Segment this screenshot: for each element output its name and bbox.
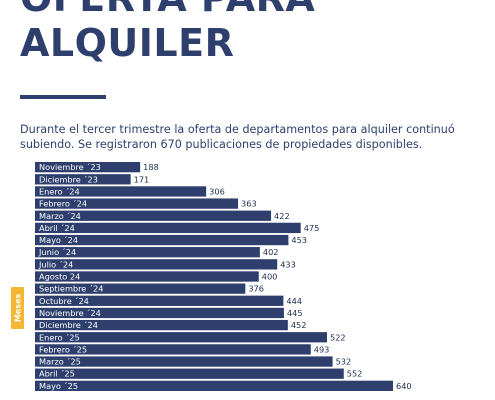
bar <box>35 186 207 197</box>
category-label: Marzo ´25 <box>39 357 81 367</box>
intro-paragraph: Durante el tercer trimestre la oferta de… <box>20 122 495 152</box>
category-label: Diciembre ´23 <box>39 174 98 184</box>
category-label: Septiembre ´24 <box>39 284 103 294</box>
bar <box>35 283 246 294</box>
data-label: 433 <box>280 259 296 269</box>
data-label: 640 <box>396 381 412 391</box>
bar <box>35 380 393 391</box>
bar <box>35 368 344 379</box>
bar <box>35 356 333 367</box>
category-label: Noviembre ´23 <box>39 162 101 172</box>
category-label: Octubre ´24 <box>39 296 89 306</box>
data-label: 422 <box>274 211 290 221</box>
data-label: 532 <box>336 357 352 367</box>
data-label: 171 <box>134 174 150 184</box>
data-label: 493 <box>314 344 330 354</box>
data-label: 402 <box>263 247 279 257</box>
page-title: OFERTA PARA ALQUILER <box>20 0 315 65</box>
category-label: Abril ´24 <box>39 223 75 233</box>
data-label: 363 <box>241 199 257 209</box>
category-label: Diciembre ´24 <box>39 320 98 330</box>
bar <box>35 247 260 258</box>
category-label: Marzo ´24 <box>39 211 81 221</box>
bar <box>35 319 288 331</box>
category-label: Agosto 24 <box>39 272 80 282</box>
bar <box>35 234 289 246</box>
data-label: 376 <box>248 284 264 294</box>
category-label: Abril ´25 <box>39 369 75 379</box>
data-label: 453 <box>291 235 307 245</box>
category-label: Mayo ´25 <box>39 381 78 391</box>
title-divider <box>20 95 106 99</box>
category-label: Enero ´25 <box>39 332 80 342</box>
bar <box>35 271 259 282</box>
data-label: 445 <box>287 308 303 318</box>
bar <box>35 198 239 209</box>
bar <box>35 307 284 319</box>
bar <box>35 259 278 270</box>
data-label: 444 <box>286 296 302 306</box>
data-label: 522 <box>330 332 346 342</box>
data-label: 475 <box>304 223 320 233</box>
category-label: Febrero ´24 <box>39 199 87 209</box>
category-label: Junio ´24 <box>38 247 76 257</box>
intro-line-2: subiendo. Se registraron 670 publicacion… <box>20 138 423 151</box>
bar <box>35 295 284 306</box>
data-label: 188 <box>143 162 159 172</box>
axis-label-tab <box>11 287 24 329</box>
bar <box>35 332 327 343</box>
data-label: 400 <box>262 272 278 282</box>
data-label: 452 <box>291 320 307 330</box>
category-label: Noviembre ´24 <box>39 308 101 318</box>
category-label: Febrero ´25 <box>39 344 87 354</box>
bar <box>35 162 141 173</box>
category-label: Mayo ´24 <box>39 235 78 245</box>
bar <box>35 222 301 234</box>
y-axis-label: Meses <box>13 293 22 323</box>
data-label: 306 <box>209 186 225 196</box>
bar <box>35 210 272 221</box>
category-label: Enero ´24 <box>39 186 80 196</box>
bar <box>35 344 311 355</box>
bar <box>35 174 131 185</box>
category-label: Julio ´24 <box>38 259 73 269</box>
data-label: 552 <box>347 369 363 379</box>
intro-line-1: Durante el tercer trimestre la oferta de… <box>20 123 455 136</box>
